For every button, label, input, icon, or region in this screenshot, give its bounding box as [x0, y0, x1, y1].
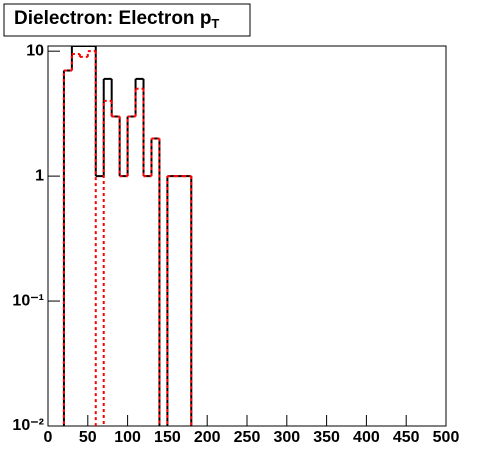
x-tick-label: 350	[313, 429, 340, 446]
y-tick-label: 10⁻¹	[12, 292, 44, 309]
x-tick-label: 150	[154, 429, 181, 446]
y-tick-label: 10	[26, 42, 44, 59]
chart-title: Dielectron: Electron pT	[14, 8, 219, 31]
plot-frame	[47, 45, 447, 427]
x-tick-label: 300	[273, 429, 300, 446]
title-box	[3, 3, 251, 37]
y-tick-label: 10⁻²	[12, 417, 44, 434]
title-subscript: T	[211, 16, 219, 31]
x-tick-label: 100	[114, 429, 141, 446]
x-tick-label: 50	[79, 429, 97, 446]
y-tick-label: 1	[35, 167, 44, 184]
x-tick-label: 450	[393, 429, 420, 446]
x-tick-label: 400	[353, 429, 380, 446]
x-tick-label: 0	[44, 429, 53, 446]
x-tick-label: 500	[433, 429, 460, 446]
x-tick-label: 250	[234, 429, 261, 446]
x-tick-label: 200	[194, 429, 221, 446]
plot-area	[62, 46, 193, 426]
title-text: Dielectron: Electron p	[14, 8, 211, 29]
